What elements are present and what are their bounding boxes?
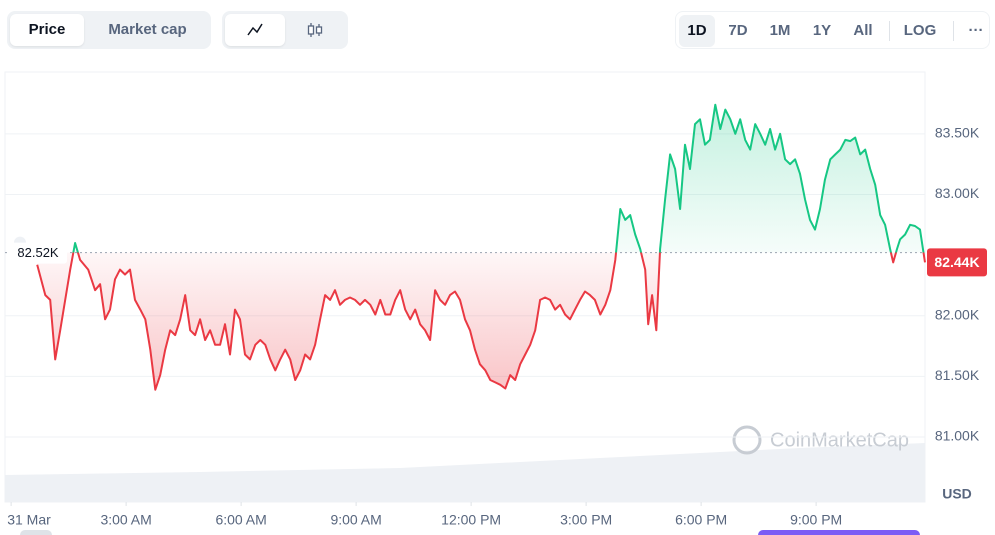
scroll-handle[interactable] bbox=[20, 530, 52, 535]
candle-chart-button[interactable] bbox=[285, 14, 345, 46]
baseline-label: 82.52K bbox=[17, 245, 59, 260]
range-selector[interactable] bbox=[758, 530, 920, 535]
price-area bbox=[37, 104, 925, 390]
x-tick-label: 12:00 PM bbox=[441, 512, 501, 528]
line-chart-button[interactable] bbox=[225, 14, 285, 46]
range-tab[interactable]: 1D bbox=[679, 15, 715, 47]
range-tab[interactable]: 7D bbox=[728, 22, 748, 39]
x-tick-label: 3:00 AM bbox=[100, 512, 151, 528]
tab-market-cap[interactable]: Market cap bbox=[108, 21, 187, 38]
y-tick-label: 83.50K bbox=[935, 125, 980, 141]
y-tick-label: 82.00K bbox=[935, 306, 980, 322]
watermark-text: CoinMarketCap bbox=[770, 429, 909, 451]
x-tick-label: 3:00 PM bbox=[560, 512, 612, 528]
last-price-label: 82.44K bbox=[934, 254, 979, 270]
baseline-badge bbox=[9, 242, 67, 264]
x-tick-label: 6:00 PM bbox=[675, 512, 727, 528]
watermark: CoinMarketCap bbox=[732, 425, 909, 455]
x-tick-label: 9:00 PM bbox=[790, 512, 842, 528]
line-icon bbox=[247, 23, 263, 36]
x-tick-label: 6:00 AM bbox=[215, 512, 266, 528]
separator bbox=[889, 21, 890, 41]
y-tick-label: 83.00K bbox=[935, 185, 980, 201]
range-tab[interactable]: All bbox=[853, 22, 873, 39]
x-tick-label: 31 Mar bbox=[7, 512, 51, 528]
y-axis-label: USD bbox=[942, 486, 972, 502]
x-tick-label: 9:00 AM bbox=[330, 512, 381, 528]
volume-backdrop bbox=[5, 443, 925, 502]
range-tab[interactable]: 1M bbox=[769, 22, 791, 39]
more-button[interactable]: ··· bbox=[968, 22, 984, 39]
chart-style-tabs bbox=[222, 11, 348, 49]
range-tabs: 1D 7D 1M 1Y All LOG ··· bbox=[675, 11, 990, 49]
metric-tabs: Price Market cap bbox=[7, 11, 211, 49]
price-line bbox=[36, 103, 926, 391]
separator bbox=[953, 21, 954, 41]
candle-icon bbox=[307, 23, 323, 37]
y-tick-label: 81.50K bbox=[935, 367, 980, 383]
log-toggle[interactable]: LOG bbox=[903, 22, 937, 39]
last-price-badge bbox=[927, 248, 987, 277]
tab-price[interactable]: Price bbox=[10, 14, 84, 46]
range-tab[interactable]: 1Y bbox=[812, 22, 832, 39]
y-tick-label: 81.00K bbox=[935, 428, 980, 444]
watermark-logo bbox=[732, 425, 762, 455]
